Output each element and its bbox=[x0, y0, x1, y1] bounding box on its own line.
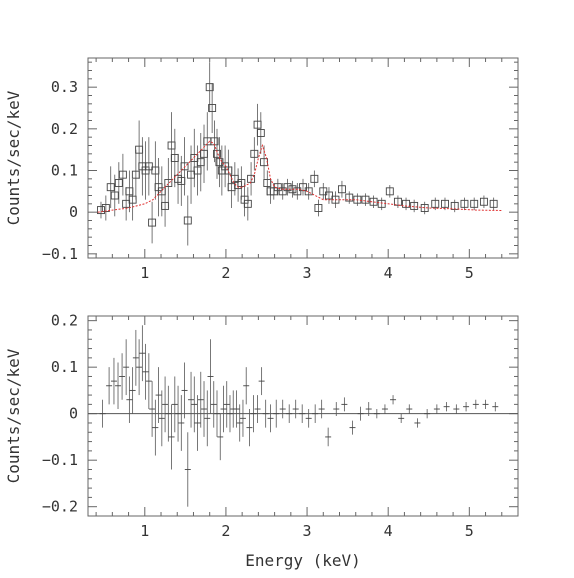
x-tick-label: 3 bbox=[303, 522, 312, 540]
data-point bbox=[205, 83, 214, 92]
bottom-panel: 1 2 3 4 5 −0.2 −0.1 0 0.1 0.2 Counts/sec/keV Energy… bbox=[4, 312, 519, 570]
x-tick-label: 2 bbox=[221, 264, 230, 282]
data-point bbox=[97, 206, 105, 215]
model-line bbox=[97, 140, 502, 213]
data-point bbox=[319, 187, 328, 196]
y-tick-label: 0 bbox=[69, 203, 78, 221]
plot-frame bbox=[87, 57, 519, 259]
x-tick-label: 4 bbox=[384, 264, 393, 282]
data-point bbox=[144, 162, 153, 171]
data-point bbox=[410, 201, 419, 210]
data-point bbox=[243, 199, 252, 208]
data-point bbox=[183, 216, 192, 225]
x-tick-label: 2 bbox=[221, 522, 230, 540]
y-tick-label: −0.1 bbox=[42, 451, 78, 469]
y-tick-label: 0.2 bbox=[51, 312, 78, 330]
data-point bbox=[180, 162, 189, 171]
data-point bbox=[314, 204, 323, 212]
data-point bbox=[273, 183, 282, 192]
data-point bbox=[164, 179, 173, 187]
data-point bbox=[450, 201, 459, 210]
data-point bbox=[208, 104, 217, 112]
data-point bbox=[278, 187, 287, 196]
data-point bbox=[215, 158, 224, 167]
data-point bbox=[337, 185, 346, 194]
y-tick-label: 0.3 bbox=[51, 78, 78, 96]
data-point bbox=[489, 199, 498, 208]
x-tick-label: 5 bbox=[465, 522, 474, 540]
data-point bbox=[110, 191, 119, 200]
data-point bbox=[441, 199, 449, 208]
data-point bbox=[402, 199, 410, 208]
y-tick-label: 0.2 bbox=[51, 120, 78, 138]
x-tick-label: 1 bbox=[140, 264, 149, 282]
data-point bbox=[325, 191, 333, 200]
data-point bbox=[385, 187, 394, 196]
data-point bbox=[310, 174, 319, 183]
data-point bbox=[106, 183, 115, 192]
data-point bbox=[393, 197, 402, 206]
data-point bbox=[460, 199, 469, 208]
x-tick-label: 5 bbox=[465, 264, 474, 282]
data-point bbox=[420, 204, 429, 212]
data-point bbox=[283, 183, 292, 192]
data-point bbox=[114, 179, 123, 187]
y-axis-label: Counts/sec/keV bbox=[4, 348, 23, 483]
top-panel: 1 2 3 4 5 −0.1 0 0.1 0.2 0.3 Counts/sec/keV bbox=[4, 57, 519, 282]
data-point bbox=[118, 170, 127, 179]
data-point bbox=[250, 149, 259, 158]
data-point bbox=[293, 187, 302, 196]
x-tick-label: 3 bbox=[303, 264, 312, 282]
data-point bbox=[269, 187, 278, 196]
data-point bbox=[479, 197, 488, 206]
data-point bbox=[304, 187, 313, 196]
y-tick-label: −0.1 bbox=[42, 245, 78, 263]
y-tick-label: 0.1 bbox=[51, 358, 78, 376]
data-point bbox=[431, 199, 440, 208]
x-tick-label: 1 bbox=[140, 522, 149, 540]
y-tick-label: −0.2 bbox=[42, 498, 78, 516]
data-point bbox=[148, 218, 157, 227]
data-point bbox=[345, 193, 354, 202]
data-point bbox=[361, 195, 370, 204]
data-point bbox=[369, 197, 378, 206]
y-axis-label: Counts/sec/keV bbox=[4, 90, 23, 225]
data-point bbox=[256, 129, 265, 137]
plot-frame bbox=[87, 315, 519, 517]
y-tick-label: 0.1 bbox=[51, 162, 78, 180]
x-axis-label: Energy (keV) bbox=[245, 551, 361, 570]
data-point bbox=[470, 199, 479, 208]
x-tick-label: 4 bbox=[384, 522, 393, 540]
y-tick-label: 0 bbox=[69, 405, 78, 423]
